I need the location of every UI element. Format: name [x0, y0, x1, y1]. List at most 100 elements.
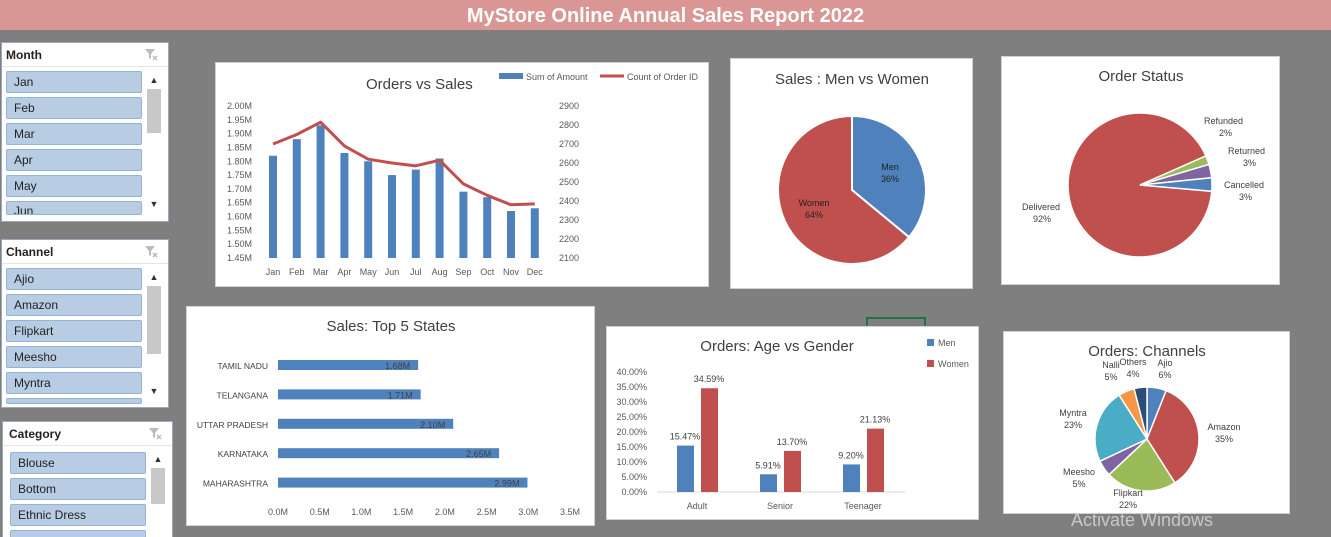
- scrollbar[interactable]: ▲ ▼: [146, 268, 162, 400]
- y-right-tick: 2100: [559, 253, 579, 263]
- bar-state: [278, 418, 454, 429]
- chart-title: Order Status: [1098, 68, 1183, 85]
- scrollbar[interactable]: ▲: [150, 450, 166, 537]
- slice-label-name: Delivered: [1022, 202, 1060, 212]
- orders-channels-chart[interactable]: Orders: Channels Ajio 6% Amazon 35% Flipkart 2…: [1003, 331, 1290, 514]
- scroll-down-icon[interactable]: ▼: [149, 199, 159, 209]
- bar-amount: [459, 191, 468, 258]
- slicer-item-category[interactable]: Ethnic Dress: [10, 504, 146, 526]
- scrollbar[interactable]: ▲ ▼: [146, 71, 162, 213]
- slicer-item-month[interactable]: Jan: [6, 71, 142, 93]
- clear-filter-icon[interactable]: [148, 426, 162, 440]
- x-tick: Apr: [337, 267, 351, 277]
- pie-slice-women: [777, 114, 911, 265]
- y-tick: 5.00%: [621, 472, 647, 482]
- x-tick: Teenager: [844, 501, 882, 511]
- bar-value-label: 34.59%: [694, 374, 725, 384]
- slicer-item-month[interactable]: Apr: [6, 149, 142, 171]
- x-tick: Nov: [503, 267, 520, 277]
- x-tick: 2.5M: [477, 507, 497, 517]
- y-tick: KARNATAKA: [218, 449, 269, 459]
- x-tick: Jun: [385, 267, 400, 277]
- scrollbar-thumb[interactable]: [147, 286, 161, 354]
- bar-men: [677, 445, 694, 492]
- category-slicer[interactable]: Category Blouse Bottom Ethnic Dress ▲: [2, 421, 173, 537]
- slicer-item-channel[interactable]: Amazon: [6, 294, 142, 316]
- slice-label-value: 22%: [1119, 500, 1137, 510]
- order-status-chart[interactable]: Order Status Delivered 92% Refunded 2% Return…: [1001, 56, 1280, 285]
- bar-value-label: 2.10M: [420, 420, 445, 430]
- slicer-item-channel[interactable]: Flipkart: [6, 320, 142, 342]
- pie-slice-delivered: [1067, 112, 1213, 258]
- month-slicer-label: Month: [6, 48, 42, 62]
- orders-vs-sales-chart[interactable]: Orders vs Sales Sum of Amount Count of Ord…: [215, 62, 709, 287]
- slicer-item-month[interactable]: Jun: [6, 201, 142, 215]
- bar-value-label: 13.70%: [777, 437, 808, 447]
- bar-value-label: 9.20%: [838, 450, 864, 460]
- slice-label-value: 3%: [1243, 158, 1256, 168]
- scroll-up-icon[interactable]: ▲: [149, 272, 159, 282]
- slicer-item-channel[interactable]: Meesho: [6, 346, 142, 368]
- y-tick: 15.00%: [616, 442, 647, 452]
- slicer-item-channel[interactable]: Myntra: [6, 372, 142, 394]
- slicer-item-category[interactable]: [10, 530, 146, 537]
- slice-label-value: 6%: [1158, 370, 1171, 380]
- slicer-item-channel[interactable]: [6, 398, 142, 404]
- y-tick: MAHARASHTRA: [203, 479, 269, 489]
- x-tick: May: [360, 267, 378, 277]
- slice-label-value: 36%: [881, 174, 899, 184]
- scroll-up-icon[interactable]: ▲: [153, 454, 163, 464]
- x-tick: 3.5M: [560, 507, 580, 517]
- top-states-chart[interactable]: Sales: Top 5 States 0.0M 0.5M 1.0M 1.5M 2.0M 2…: [186, 306, 595, 526]
- slicer-item-month[interactable]: Feb: [6, 97, 142, 119]
- x-tick: Jul: [410, 267, 422, 277]
- slicer-item-month[interactable]: May: [6, 175, 142, 197]
- y-tick: 25.00%: [616, 412, 647, 422]
- slice-label-value: 5%: [1104, 372, 1117, 382]
- clear-filter-icon[interactable]: [144, 47, 158, 61]
- y-left-tick: 1.95M: [227, 115, 252, 125]
- y-tick: TELANGANA: [217, 390, 269, 400]
- y-left-tick: 1.90M: [227, 129, 252, 139]
- x-tick: 3.0M: [518, 507, 538, 517]
- x-tick: 1.0M: [351, 507, 371, 517]
- month-slicer[interactable]: Month Jan Feb Mar Apr May Jun ▲ ▼: [1, 42, 169, 222]
- x-tick: Senior: [767, 501, 793, 511]
- slice-label-name: Ajio: [1157, 358, 1172, 368]
- y-left-tick: 1.80M: [227, 156, 252, 166]
- top-states-svg: Sales: Top 5 States 0.0M 0.5M 1.0M 1.5M 2.0M 2…: [197, 318, 580, 517]
- slice-label-name: Myntra: [1059, 408, 1087, 418]
- men-vs-women-chart[interactable]: Sales : Men vs Women Men 36% Women 64%: [730, 58, 973, 289]
- activate-windows-watermark: Activate Windows: [1071, 510, 1214, 530]
- channel-slicer[interactable]: Channel Ajio Amazon Flipkart Meesho Mynt…: [1, 239, 169, 408]
- age-vs-gender-chart[interactable]: Orders: Age vs Gender 0.00% 5.00% 10.00% 15.…: [606, 326, 979, 520]
- slice-label-name: Refunded: [1204, 116, 1243, 126]
- slicer-item-category[interactable]: Blouse: [10, 452, 146, 474]
- bar-amount: [316, 125, 325, 258]
- clear-filter-icon[interactable]: [144, 244, 158, 258]
- scroll-up-icon[interactable]: ▲: [149, 75, 159, 85]
- selected-cell[interactable]: [866, 317, 926, 327]
- bar-value-label: 5.91%: [755, 460, 781, 470]
- chart-title: Orders vs Sales: [366, 76, 473, 93]
- legend-label-orders: Count of Order ID: [627, 72, 699, 82]
- x-tick: Dec: [527, 267, 544, 277]
- category-slicer-label: Category: [9, 427, 62, 441]
- chart-title: Orders: Age vs Gender: [700, 338, 853, 355]
- bar-state: [278, 477, 528, 488]
- report-title: MyStore Online Annual Sales Report 2022: [0, 0, 1331, 30]
- bar-women: [784, 450, 801, 492]
- x-tick: 0.0M: [268, 507, 288, 517]
- slicer-item-category[interactable]: Bottom: [10, 478, 146, 500]
- bar-amount: [340, 152, 349, 258]
- bar-amount: [292, 139, 301, 258]
- slice-label-name: Others: [1119, 357, 1147, 367]
- slicer-item-month[interactable]: Mar: [6, 123, 142, 145]
- slicer-item-channel[interactable]: Ajio: [6, 268, 142, 290]
- scroll-down-icon[interactable]: ▼: [149, 386, 159, 396]
- scrollbar-thumb[interactable]: [147, 89, 161, 133]
- slice-label-value: 3%: [1239, 192, 1252, 202]
- pie-slice-cancelled: [1139, 176, 1213, 193]
- y-left-tick: 1.75M: [227, 170, 252, 180]
- scrollbar-thumb[interactable]: [151, 468, 165, 504]
